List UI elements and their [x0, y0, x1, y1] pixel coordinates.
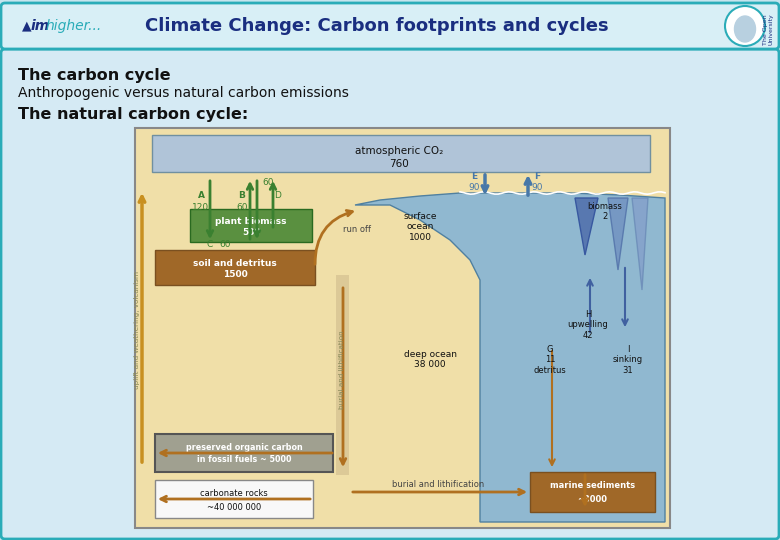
- Text: G
11
detritus: G 11 detritus: [534, 345, 566, 375]
- Text: plant biomass: plant biomass: [215, 217, 287, 226]
- Polygon shape: [575, 198, 598, 255]
- FancyBboxPatch shape: [530, 472, 655, 512]
- Text: ~40 000 000: ~40 000 000: [207, 503, 261, 511]
- Text: preserved organic carbon: preserved organic carbon: [186, 443, 303, 453]
- Text: 60: 60: [236, 203, 248, 212]
- Text: The natural carbon cycle:: The natural carbon cycle:: [18, 107, 248, 122]
- Text: higher...: higher...: [46, 19, 102, 33]
- Text: 1500: 1500: [222, 270, 247, 279]
- Text: F: F: [534, 172, 540, 181]
- Text: The carbon cycle: The carbon cycle: [18, 68, 171, 83]
- Text: in fossil fuels ~ 5000: in fossil fuels ~ 5000: [197, 456, 291, 464]
- Text: soil and detritus: soil and detritus: [193, 259, 277, 268]
- Text: B: B: [239, 191, 246, 200]
- Text: burial and lithification: burial and lithification: [392, 480, 484, 489]
- Text: biomass
2: biomass 2: [587, 202, 622, 221]
- Text: surface
ocean
1000: surface ocean 1000: [403, 212, 437, 242]
- Text: A: A: [197, 191, 204, 200]
- Text: deep ocean
38 000: deep ocean 38 000: [403, 350, 456, 369]
- FancyBboxPatch shape: [152, 135, 650, 172]
- Circle shape: [725, 6, 765, 46]
- FancyBboxPatch shape: [135, 128, 670, 528]
- Text: D: D: [275, 191, 282, 200]
- Text: Climate Change: Carbon footprints and cycles: Climate Change: Carbon footprints and cy…: [145, 17, 608, 35]
- Text: 60: 60: [262, 178, 274, 187]
- Text: atmospheric CO₂: atmospheric CO₂: [355, 146, 443, 156]
- Text: run off: run off: [343, 225, 371, 234]
- FancyBboxPatch shape: [155, 480, 313, 518]
- Ellipse shape: [735, 16, 756, 42]
- Text: The Open
University: The Open University: [763, 13, 774, 45]
- Polygon shape: [632, 198, 648, 290]
- Polygon shape: [608, 198, 628, 270]
- Text: uplift and weathering, volcanism: uplift and weathering, volcanism: [134, 271, 140, 389]
- Polygon shape: [355, 193, 665, 522]
- Text: E: E: [471, 172, 477, 181]
- FancyBboxPatch shape: [155, 250, 315, 285]
- Text: 90: 90: [468, 183, 480, 192]
- FancyBboxPatch shape: [1, 49, 779, 539]
- FancyBboxPatch shape: [155, 434, 333, 472]
- Text: burial and lithification: burial and lithification: [339, 330, 345, 409]
- FancyBboxPatch shape: [336, 275, 349, 475]
- Text: Anthropogenic versus natural carbon emissions: Anthropogenic versus natural carbon emis…: [18, 86, 349, 100]
- Text: carbonate rocks: carbonate rocks: [200, 489, 268, 498]
- Text: C: C: [207, 240, 213, 249]
- Text: 500: 500: [242, 228, 261, 237]
- Text: im: im: [31, 19, 50, 33]
- Text: 760: 760: [389, 159, 409, 169]
- Text: 90: 90: [531, 183, 543, 192]
- FancyBboxPatch shape: [1, 3, 779, 49]
- Text: I
sinking
31: I sinking 31: [613, 345, 643, 375]
- Text: ▲: ▲: [22, 19, 32, 32]
- FancyBboxPatch shape: [190, 209, 312, 242]
- Text: 60: 60: [219, 240, 231, 249]
- Text: marine sediments: marine sediments: [550, 482, 635, 490]
- Text: H
upwelling
42: H upwelling 42: [568, 310, 608, 340]
- Text: ~3000: ~3000: [577, 495, 608, 503]
- Text: 120: 120: [193, 203, 210, 212]
